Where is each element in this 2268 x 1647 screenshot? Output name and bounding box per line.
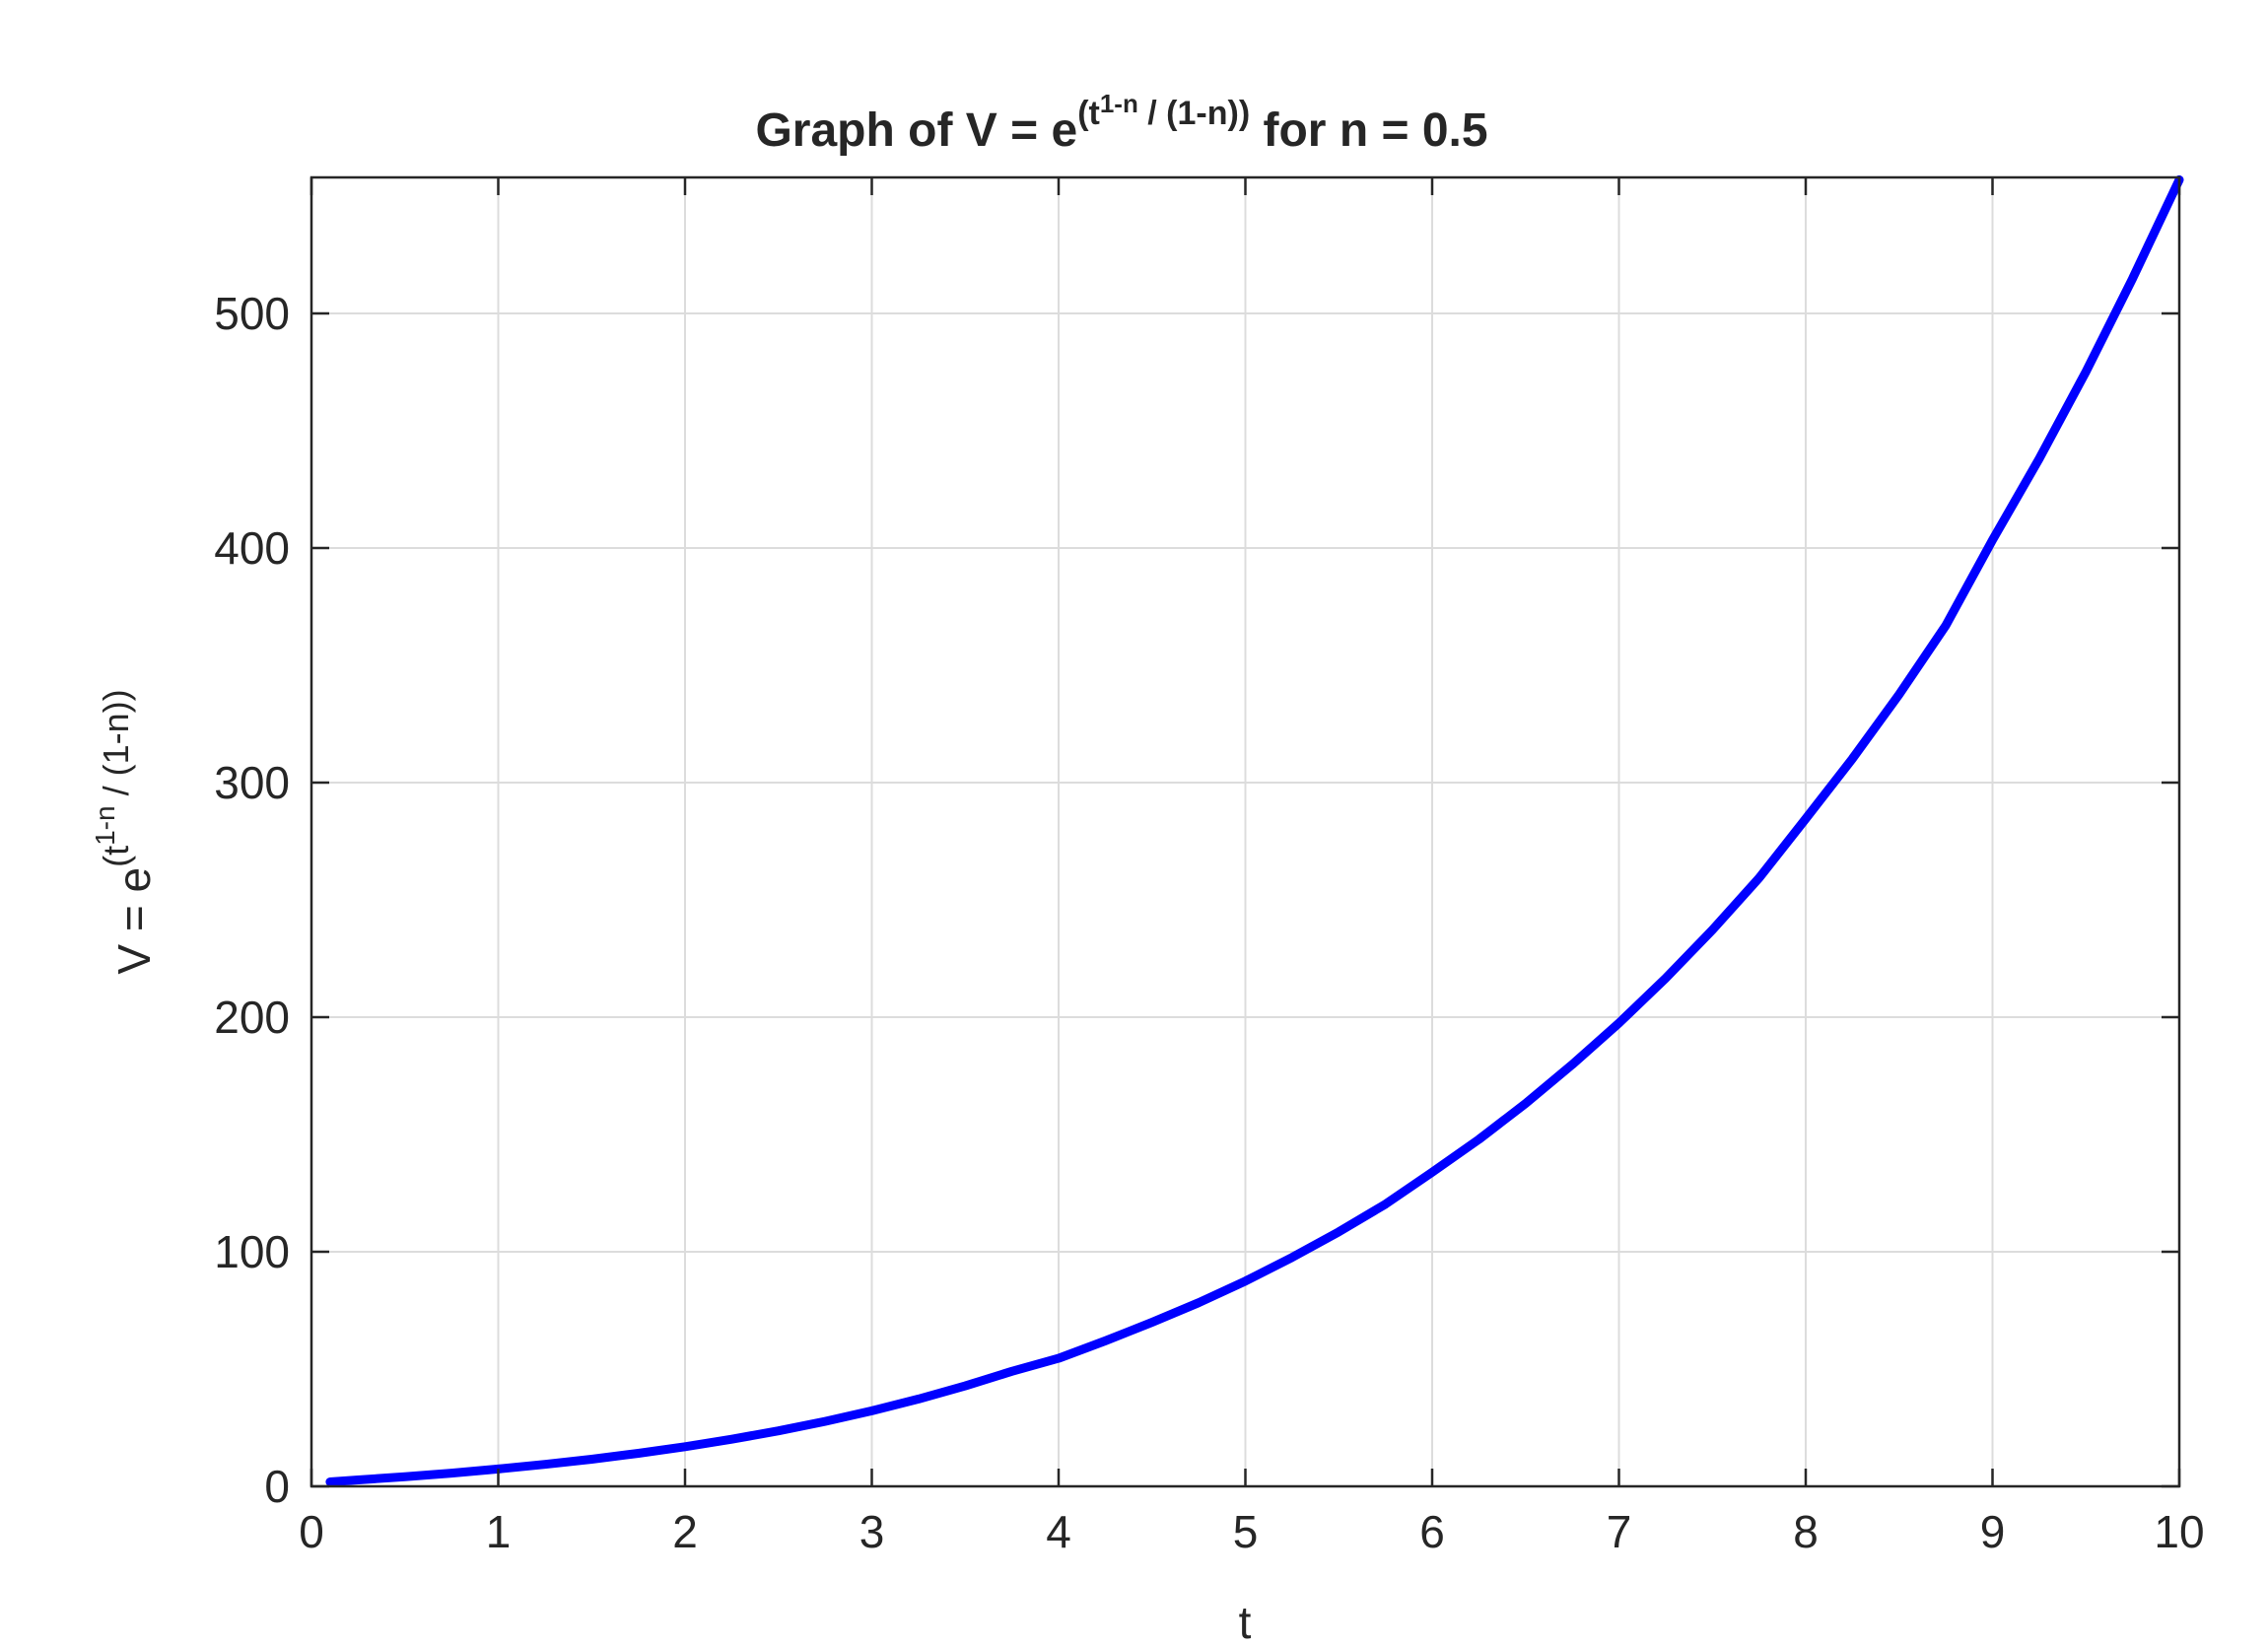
x-tick-label: 1 [486,1506,512,1557]
grid [311,177,2179,1486]
x-tick-label: 0 [299,1506,324,1557]
x-tick-label: 7 [1607,1506,1632,1557]
y-tick-labels: 0 100 200 300 400 500 [214,288,290,1512]
y-axis-label-sup-exp: 1-n [90,805,120,845]
y-axis-label-base: V = e [108,867,160,975]
y-tick-label: 100 [214,1226,290,1277]
plot-area: 0 1 2 3 4 5 6 7 8 9 10 0 100 200 300 400 500 [214,174,2205,1557]
chart-title-suffix: for n = 0.5 [1250,104,1487,157]
x-tick-label: 8 [1793,1506,1819,1557]
x-tick-labels: 0 1 2 3 4 5 6 7 8 9 10 [299,1506,2204,1557]
x-tick-label: 10 [2154,1506,2204,1557]
y-tick-label: 400 [214,522,290,574]
series-line [325,174,2184,1486]
x-tick-label: 6 [1419,1506,1445,1557]
chart-title-sup-exp: 1-n [1100,89,1138,118]
y-axis-label-sup-open: (t [96,846,136,867]
y-axis-label: V = e(t1-n / (1-n)) [90,689,160,974]
y-tick-label: 300 [214,757,290,808]
tick-marks [309,177,2181,1488]
chart-title-sup-open: (t [1077,95,1100,132]
chart-title-prefix: Graph of V = e [755,104,1077,157]
x-tick-label: 9 [1980,1506,2006,1557]
x-tick-label: 5 [1233,1506,1259,1557]
series-layer [325,174,2184,1486]
x-tick-label: 2 [672,1506,698,1557]
x-tick-label: 4 [1046,1506,1071,1557]
chart-title: Graph of V = e(t1-n / (1-n)) for n = 0.5 [755,89,1487,157]
x-axis-label: t [1239,1597,1252,1647]
y-tick-label: 500 [214,288,290,339]
y-tick-label: 200 [214,992,290,1043]
chart-title-sup-close: / (1-n)) [1138,95,1250,132]
y-tick-label: 0 [264,1461,290,1512]
x-tick-label: 3 [859,1506,885,1557]
y-axis-label-sup-close: / (1-n)) [96,689,136,805]
